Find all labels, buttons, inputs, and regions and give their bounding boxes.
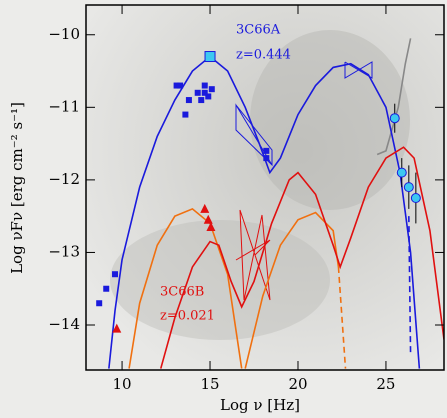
data-point <box>403 182 414 193</box>
annotation: 3C66A <box>236 23 281 38</box>
bowtie <box>235 209 271 301</box>
data-point <box>206 222 216 232</box>
data-point <box>185 97 192 104</box>
data-point <box>205 93 212 100</box>
y-tick-label: −10 <box>48 25 80 43</box>
data-point <box>410 193 421 204</box>
y-tick-label: −11 <box>48 97 80 115</box>
curve <box>376 38 412 156</box>
curve <box>128 207 243 369</box>
galaxy-shade <box>110 220 330 340</box>
bowties <box>235 61 373 301</box>
x-tick-label: 10 <box>113 375 132 393</box>
data-point <box>204 51 216 63</box>
annotation: 3C66B <box>160 285 204 300</box>
x-tick-label: 25 <box>376 375 395 393</box>
marks <box>96 38 444 369</box>
data-point <box>263 155 270 162</box>
bowtie <box>235 103 273 167</box>
x-tick-label: 20 <box>288 375 307 393</box>
data-point <box>208 86 215 93</box>
data-point <box>173 82 180 89</box>
plot-frame <box>85 4 445 371</box>
annotation: z=0.021 <box>160 309 215 324</box>
data-point <box>198 97 205 104</box>
curve <box>337 266 347 369</box>
data-point <box>103 285 110 292</box>
data-point <box>194 89 201 96</box>
data-point <box>200 203 210 213</box>
y-tick-label: −12 <box>48 170 80 188</box>
galaxy-shade <box>250 30 410 210</box>
annotation: z=0.444 <box>236 48 291 63</box>
data-point <box>112 323 122 333</box>
data-point <box>389 113 400 124</box>
y-tick-label: −13 <box>48 242 80 260</box>
data-point <box>263 147 270 154</box>
data-point <box>396 167 407 178</box>
curve <box>244 211 340 369</box>
data-point <box>203 214 213 224</box>
y-tick-label: −14 <box>48 315 80 333</box>
data-point <box>177 82 184 89</box>
data-point <box>96 300 103 307</box>
x-axis-title: Log ν [Hz] <box>220 396 300 414</box>
data-point <box>182 111 189 118</box>
data-point <box>201 82 208 89</box>
bowtie <box>344 61 373 79</box>
data-point <box>201 89 208 96</box>
curve <box>408 216 412 355</box>
y-axis-title: Log νFν [erg cm⁻² s⁻¹] <box>8 102 26 274</box>
x-tick-label: 15 <box>200 375 219 393</box>
data-point <box>112 271 119 278</box>
curve <box>159 146 444 369</box>
